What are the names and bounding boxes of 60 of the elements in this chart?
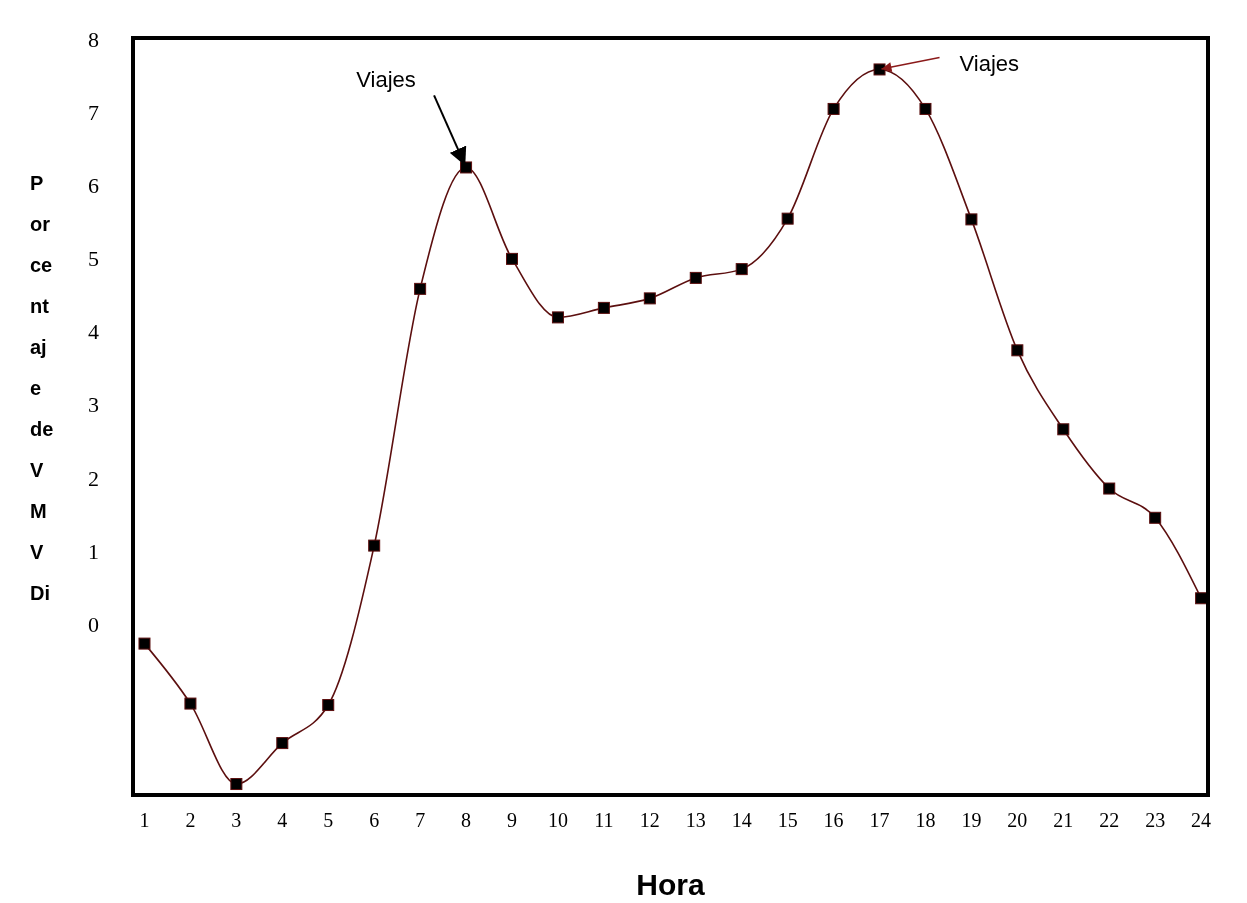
x-tick-label: 3 (231, 809, 242, 831)
point (276, 737, 289, 750)
point (184, 697, 197, 710)
x-tick-label: 16 (823, 809, 844, 831)
point (1149, 511, 1162, 524)
point (689, 271, 702, 284)
x-tick-label: 7 (415, 809, 426, 831)
x-tick-label: 2 (185, 809, 196, 831)
x-tick-label: 6 (369, 809, 380, 831)
point (322, 699, 335, 712)
y-tick-label: 3 (88, 392, 99, 418)
point (735, 263, 748, 276)
y-tick-label: 0 (88, 611, 99, 637)
x-tick-label: 23 (1145, 809, 1166, 831)
x-tick-label: 15 (777, 809, 798, 831)
x-tick-label: 22 (1099, 809, 1120, 831)
point (1103, 482, 1116, 495)
point (827, 102, 840, 115)
point (551, 311, 564, 324)
y-tick-label: 8 (88, 26, 99, 52)
x-tick-label: 18 (915, 809, 936, 831)
point (1057, 423, 1070, 436)
annotation: Viajes (356, 67, 416, 93)
text: Porcentaje de VMVDi (30, 172, 54, 604)
point (597, 301, 610, 314)
x-tick-label: 13 (685, 809, 706, 831)
point (506, 252, 519, 265)
point (965, 213, 978, 226)
point (138, 637, 151, 650)
point (230, 778, 243, 791)
y-tick-label: 6 (88, 172, 99, 198)
x-axis-title: Hora (636, 868, 705, 901)
x-tick-label: 17 (869, 809, 890, 831)
point (414, 282, 427, 295)
y-tick-label: 5 (88, 246, 99, 272)
x-tick-label: 10 (547, 809, 568, 831)
y-tick-label: 7 (88, 99, 99, 125)
point (781, 212, 794, 225)
x-tick-label: 12 (639, 809, 660, 831)
x-tick-label: 8 (461, 809, 472, 831)
point (643, 292, 656, 305)
x-tick-label: 4 (277, 809, 288, 831)
point (460, 161, 473, 174)
point (873, 63, 886, 76)
x-tick-label: 5 (323, 809, 334, 831)
x-tick-label: 19 (961, 809, 982, 831)
y-tick-label: 1 (88, 538, 99, 564)
point (368, 539, 381, 552)
y-tick-label: 4 (88, 319, 99, 345)
x-tick-label: 24 (1191, 809, 1212, 831)
point (919, 102, 932, 115)
x-tick-label: 14 (731, 809, 752, 831)
x-tick-label: 20 (1007, 809, 1028, 831)
x-tick-label: 1 (139, 809, 150, 831)
x-tick-label: 21 (1053, 809, 1074, 831)
x-tick-label: 9 (507, 809, 518, 831)
y-tick-label: 2 (88, 465, 99, 491)
annotation: Viajes (959, 51, 1020, 77)
point (1011, 344, 1024, 357)
x-tick-label: 11 (594, 809, 614, 831)
